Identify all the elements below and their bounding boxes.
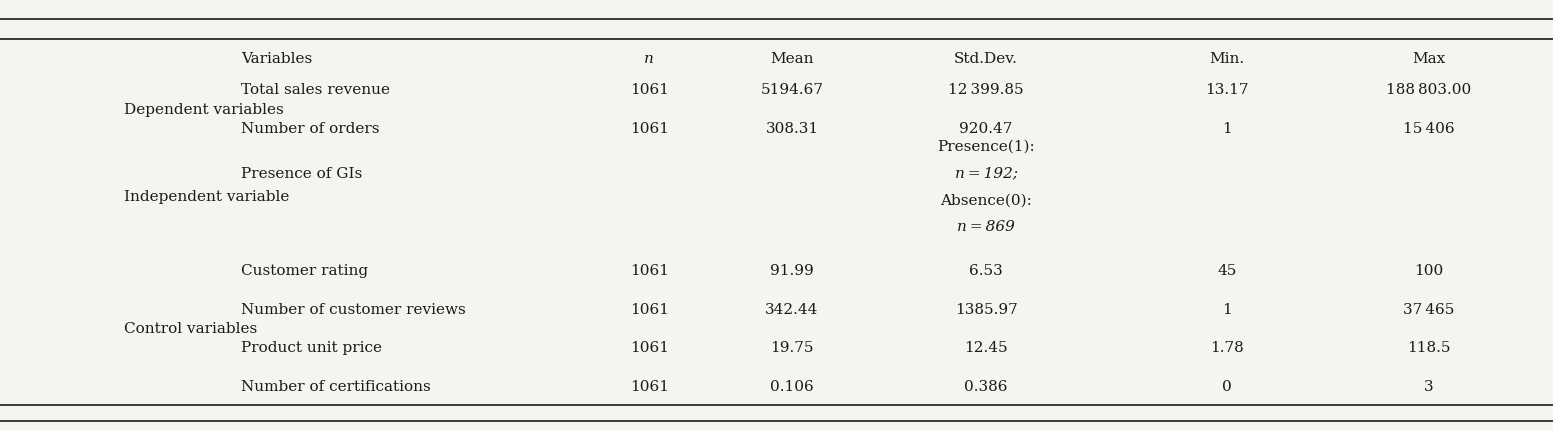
Text: 1: 1 (1222, 122, 1232, 136)
Text: Presence(1):: Presence(1): (938, 139, 1034, 153)
Text: 15 406: 15 406 (1402, 122, 1455, 136)
Text: 12 399.85: 12 399.85 (949, 83, 1023, 97)
Text: 1061: 1061 (629, 264, 669, 278)
Text: Max: Max (1412, 52, 1446, 66)
Text: Product unit price: Product unit price (241, 341, 382, 355)
Text: Min.: Min. (1210, 52, 1244, 66)
Text: 0: 0 (1222, 380, 1232, 394)
Text: Customer rating: Customer rating (241, 264, 368, 278)
Text: 100: 100 (1415, 264, 1443, 278)
Text: 45: 45 (1218, 264, 1236, 278)
Text: 188 803.00: 188 803.00 (1387, 83, 1471, 97)
Text: 1: 1 (1222, 303, 1232, 316)
Text: 308.31: 308.31 (766, 122, 818, 136)
Text: 1061: 1061 (629, 122, 669, 136)
Text: 91.99: 91.99 (770, 264, 814, 278)
Text: Absence(0):: Absence(0): (940, 194, 1033, 207)
Text: 3: 3 (1424, 380, 1433, 394)
Text: Number of orders: Number of orders (241, 122, 379, 136)
Text: 118.5: 118.5 (1407, 341, 1451, 355)
Text: Number of certifications: Number of certifications (241, 380, 430, 394)
Text: 1061: 1061 (629, 83, 669, 97)
Text: Number of customer reviews: Number of customer reviews (241, 303, 466, 316)
Text: 6.53: 6.53 (969, 264, 1003, 278)
Text: 920.47: 920.47 (960, 122, 1013, 136)
Text: 1.78: 1.78 (1210, 341, 1244, 355)
Text: Variables: Variables (241, 52, 312, 66)
Text: Mean: Mean (770, 52, 814, 66)
Text: n = 869: n = 869 (957, 221, 1016, 234)
Text: 1061: 1061 (629, 380, 669, 394)
Text: 0.386: 0.386 (964, 380, 1008, 394)
Text: 342.44: 342.44 (766, 303, 818, 316)
Text: Total sales revenue: Total sales revenue (241, 83, 390, 97)
Text: 13.17: 13.17 (1205, 83, 1249, 97)
Text: 37 465: 37 465 (1402, 303, 1455, 316)
Text: 1061: 1061 (629, 303, 669, 316)
Text: Presence of GIs: Presence of GIs (241, 167, 362, 181)
Text: Independent variable: Independent variable (124, 190, 289, 204)
Text: Std.Dev.: Std.Dev. (954, 52, 1019, 66)
Text: 1061: 1061 (629, 341, 669, 355)
Text: 12.45: 12.45 (964, 341, 1008, 355)
Text: 5194.67: 5194.67 (761, 83, 823, 97)
Text: n: n (644, 52, 654, 66)
Text: n = 192;: n = 192; (955, 166, 1017, 180)
Text: Dependent variables: Dependent variables (124, 103, 284, 117)
Text: 19.75: 19.75 (770, 341, 814, 355)
Text: Control variables: Control variables (124, 322, 258, 336)
Text: 1385.97: 1385.97 (955, 303, 1017, 316)
Text: 0.106: 0.106 (770, 380, 814, 394)
